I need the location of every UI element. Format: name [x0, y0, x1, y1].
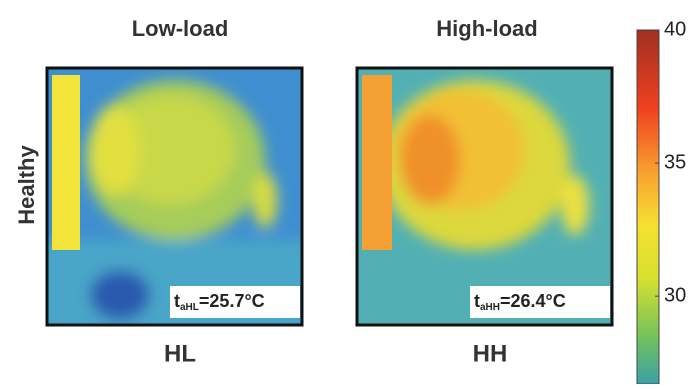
panel-title: Low-load: [132, 16, 229, 41]
colorbar: [637, 30, 659, 384]
colorbar-tick-label: 40: [664, 18, 686, 40]
colorbar-tick-label: 35: [664, 151, 686, 173]
annotation-subscript: aHH: [480, 302, 500, 313]
annotation-text: =26.4°C: [500, 291, 566, 311]
row-label: Healthy: [14, 145, 39, 225]
colorbar-tick-label: 30: [664, 284, 686, 306]
panel-title: High-load: [436, 16, 537, 41]
annotation-text: =25.7°C: [199, 291, 265, 311]
panel-label: HH: [473, 340, 508, 367]
annotation-subscript: aHL: [180, 302, 199, 313]
panel-label: HL: [164, 340, 196, 367]
figure: Low-load High-load Healthy HL HH taHL=25…: [0, 0, 693, 384]
